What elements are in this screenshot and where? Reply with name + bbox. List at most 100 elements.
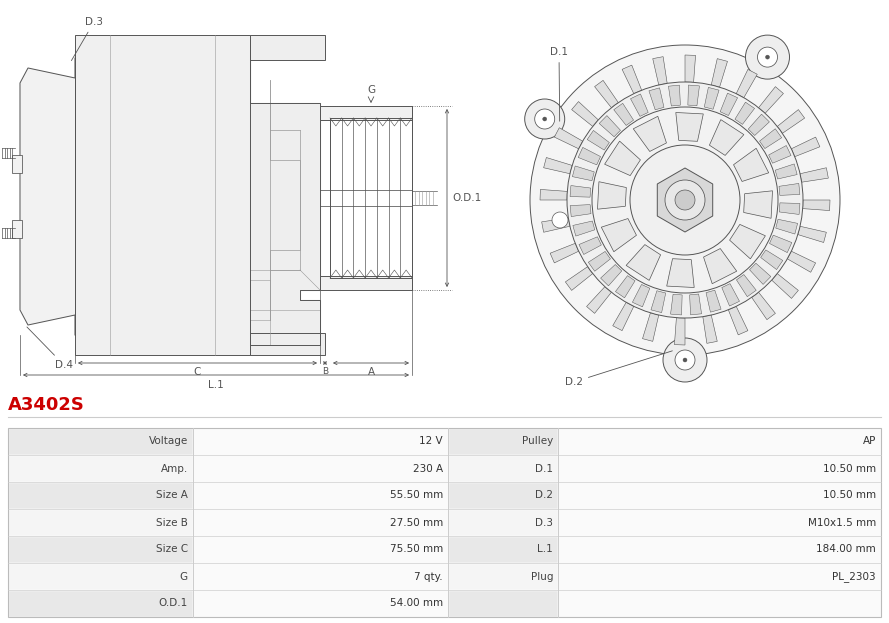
Bar [448, 455, 558, 482]
Text: 75.50 mm: 75.50 mm [389, 545, 443, 554]
Polygon shape [615, 275, 635, 298]
Polygon shape [775, 164, 797, 179]
Polygon shape [601, 219, 637, 252]
Polygon shape [772, 273, 798, 298]
Text: G: G [180, 571, 188, 581]
Bar [320, 276, 412, 290]
Circle shape [552, 212, 568, 228]
Bar [8, 590, 193, 617]
Bar [320, 106, 412, 120]
Text: 12 V: 12 V [420, 437, 443, 447]
Polygon shape [676, 113, 703, 141]
Polygon shape [735, 102, 755, 125]
Circle shape [746, 35, 789, 79]
Polygon shape [703, 249, 737, 283]
Bar [448, 563, 558, 590]
Polygon shape [761, 250, 783, 270]
Text: G: G [367, 85, 375, 95]
Polygon shape [595, 80, 619, 108]
Polygon shape [626, 245, 661, 280]
Text: B: B [322, 367, 328, 376]
Text: D.2: D.2 [535, 490, 553, 500]
Bar [8, 428, 193, 455]
Bar [558, 482, 881, 509]
Bar [75, 35, 250, 355]
Text: L.1: L.1 [208, 380, 224, 390]
Polygon shape [733, 148, 769, 181]
Polygon shape [643, 313, 659, 341]
Bar [193, 509, 448, 536]
Text: Size B: Size B [156, 518, 188, 528]
Circle shape [530, 45, 840, 355]
Circle shape [592, 107, 778, 293]
Polygon shape [651, 291, 666, 313]
Polygon shape [573, 221, 595, 236]
Bar [193, 428, 448, 455]
Polygon shape [759, 129, 781, 148]
Text: O.D.1: O.D.1 [159, 599, 188, 609]
Bar [8, 428, 881, 617]
Text: Size A: Size A [156, 490, 188, 500]
Polygon shape [749, 264, 771, 285]
Bar [558, 428, 881, 455]
Circle shape [525, 99, 565, 139]
Bar [8, 563, 193, 590]
Polygon shape [704, 87, 719, 109]
Polygon shape [555, 128, 582, 149]
Polygon shape [736, 69, 757, 98]
Text: D.2: D.2 [565, 351, 672, 387]
Polygon shape [675, 318, 685, 345]
Bar [250, 333, 325, 355]
Text: 27.50 mm: 27.50 mm [389, 518, 443, 528]
Bar [448, 536, 558, 563]
Polygon shape [770, 235, 792, 252]
Bar [448, 590, 558, 617]
Circle shape [675, 190, 695, 210]
Text: D.1: D.1 [535, 464, 553, 473]
Circle shape [757, 47, 778, 67]
Circle shape [542, 117, 547, 121]
Polygon shape [728, 307, 748, 335]
Bar [8, 482, 193, 509]
Polygon shape [690, 294, 701, 315]
Polygon shape [791, 137, 820, 156]
Polygon shape [613, 103, 634, 125]
Text: Voltage: Voltage [148, 437, 188, 447]
Text: L.1: L.1 [537, 545, 553, 554]
Bar [193, 563, 448, 590]
Text: AP: AP [862, 437, 876, 447]
Circle shape [675, 350, 695, 370]
Polygon shape [776, 219, 797, 234]
Polygon shape [578, 148, 601, 165]
Bar [558, 563, 881, 590]
Polygon shape [544, 158, 573, 174]
Polygon shape [573, 166, 594, 181]
Bar [8, 455, 193, 482]
Polygon shape [649, 88, 664, 110]
Polygon shape [711, 59, 727, 87]
Polygon shape [653, 57, 668, 85]
Polygon shape [669, 85, 680, 106]
Text: A3402S: A3402S [8, 396, 84, 414]
Polygon shape [749, 114, 769, 135]
Circle shape [663, 338, 707, 382]
Polygon shape [250, 50, 320, 345]
Bar [558, 455, 881, 482]
Polygon shape [613, 302, 634, 331]
Text: A: A [367, 367, 374, 377]
Bar [250, 35, 325, 60]
Circle shape [630, 145, 740, 255]
Text: 7 qty.: 7 qty. [414, 571, 443, 581]
Text: 10.50 mm: 10.50 mm [823, 464, 876, 473]
Circle shape [765, 55, 770, 59]
Circle shape [665, 180, 705, 220]
Text: Amp.: Amp. [161, 464, 188, 473]
Polygon shape [706, 290, 721, 312]
Polygon shape [570, 204, 591, 217]
Polygon shape [709, 120, 744, 155]
Text: Size C: Size C [156, 545, 188, 554]
Text: 184.00 mm: 184.00 mm [816, 545, 876, 554]
Polygon shape [599, 116, 621, 137]
Text: 230 A: 230 A [412, 464, 443, 473]
Polygon shape [688, 85, 700, 106]
